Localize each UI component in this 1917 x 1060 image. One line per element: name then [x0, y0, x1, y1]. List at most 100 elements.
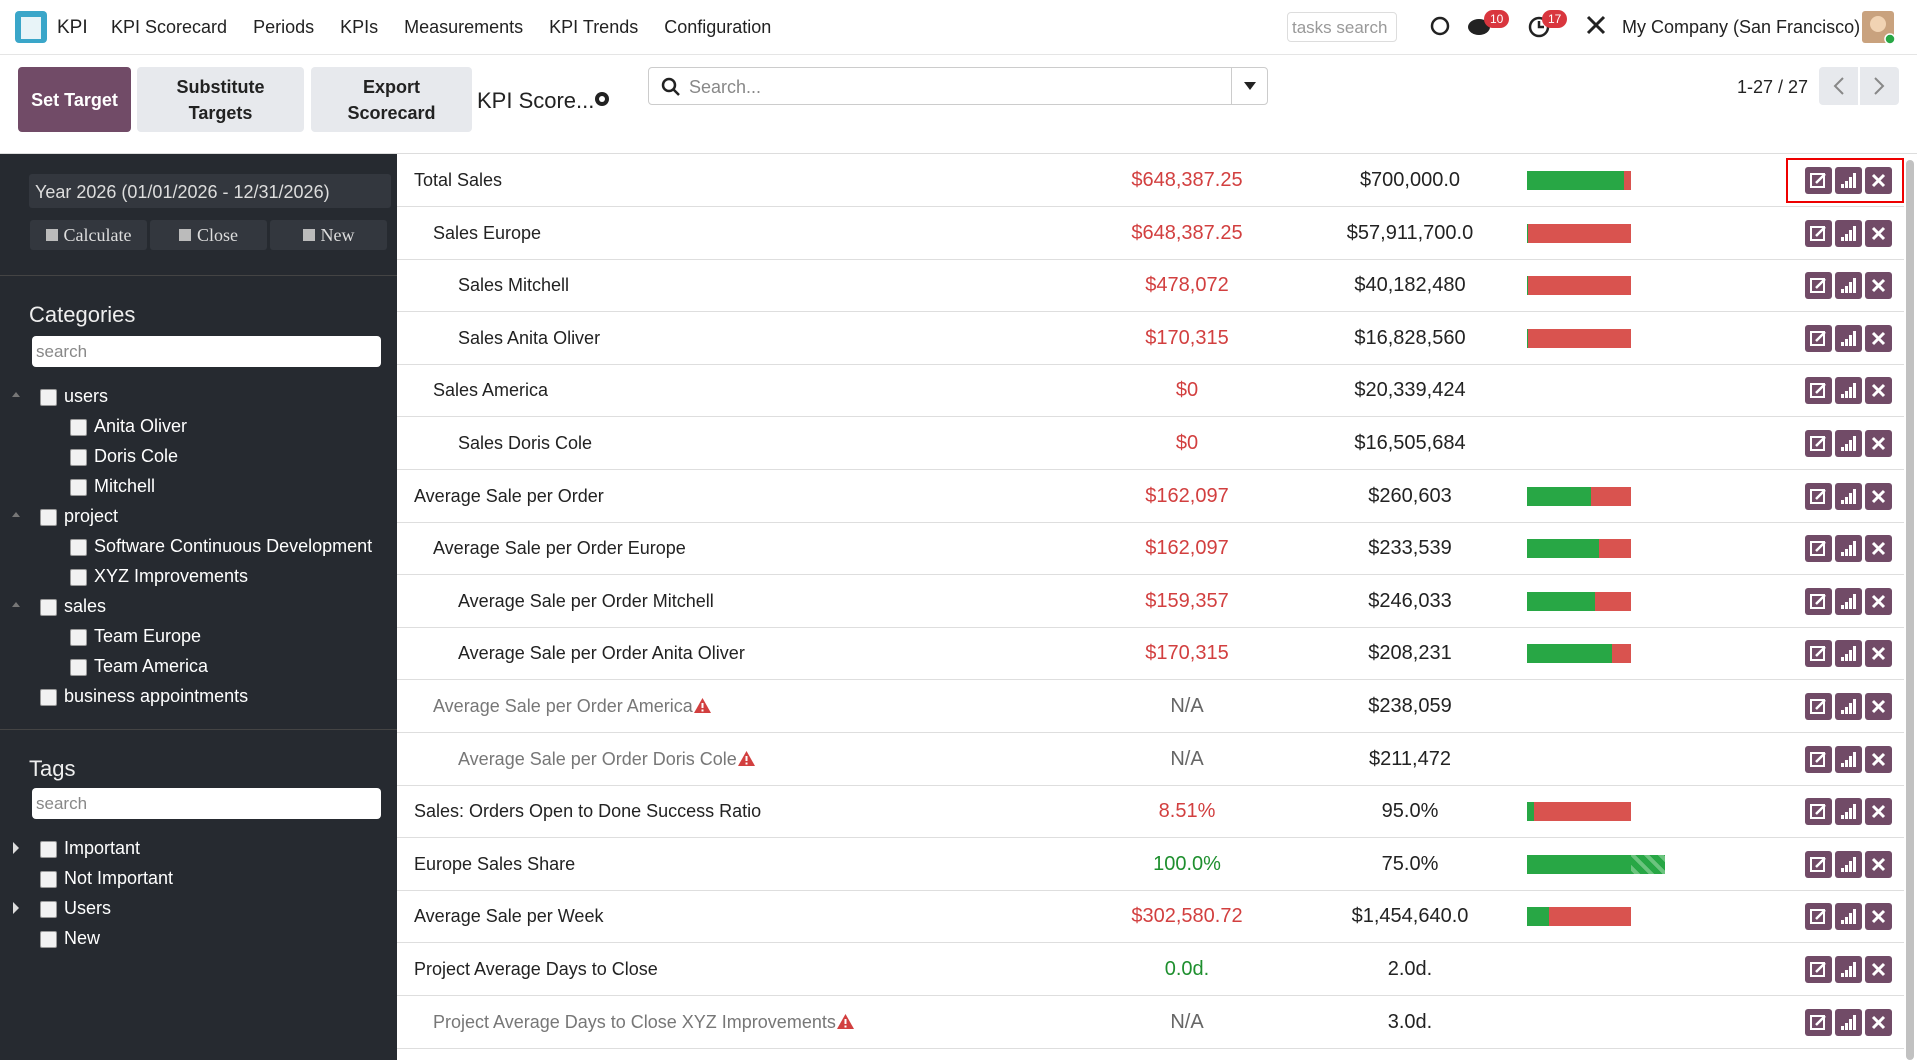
chart-button[interactable] [1835, 167, 1862, 194]
delete-button[interactable] [1865, 693, 1892, 720]
tree-caret[interactable] [13, 902, 19, 914]
menu-item[interactable]: Measurements [404, 17, 524, 37]
chart-button[interactable] [1835, 903, 1862, 931]
delete-button[interactable] [1865, 640, 1892, 668]
menu-item[interactable]: KPI Trends [549, 17, 639, 37]
tags-search[interactable]: search [32, 788, 381, 819]
delete-button[interactable] [1865, 430, 1892, 457]
kpi-name[interactable]: Average Sale per Week [414, 906, 604, 927]
edit-button[interactable] [1805, 903, 1832, 931]
kpi-name[interactable]: Average Sale per Order [414, 485, 604, 506]
delete-button[interactable] [1865, 219, 1892, 247]
edit-button[interactable] [1805, 535, 1832, 563]
checkbox[interactable] [40, 599, 57, 616]
delete-button[interactable] [1865, 272, 1892, 300]
chart-button[interactable] [1835, 798, 1862, 826]
edit-button[interactable] [1805, 587, 1832, 615]
delete-button[interactable] [1865, 745, 1892, 773]
chart-button[interactable] [1835, 587, 1862, 615]
delete-button[interactable] [1865, 1008, 1892, 1036]
next-button[interactable] [1860, 67, 1899, 105]
avatar[interactable] [1862, 11, 1896, 45]
chart-button[interactable] [1835, 693, 1862, 720]
edit-button[interactable] [1805, 324, 1832, 352]
chart-button[interactable] [1835, 430, 1862, 457]
search-box[interactable]: Search... [648, 67, 1268, 105]
sidebar-action[interactable]: New [270, 220, 387, 250]
delete-button[interactable] [1865, 587, 1892, 615]
menu-item[interactable]: Configuration [664, 17, 772, 37]
kpi-name[interactable]: Project Average Days to Close [414, 959, 658, 979]
kpi-name[interactable]: Project Average Days to Close XYZ Improv… [433, 1012, 855, 1033]
chart-button[interactable] [1835, 745, 1862, 773]
checkbox[interactable] [40, 689, 57, 706]
chart-button[interactable] [1835, 482, 1862, 510]
kpi-name[interactable]: Sales Mitchell [458, 275, 570, 296]
tasks-search[interactable]: tasks search [1287, 12, 1397, 42]
kpi-name[interactable]: Average Sale per Order Doris Cole [458, 749, 756, 770]
tools-icon[interactable] [1585, 14, 1607, 36]
tree-caret[interactable] [12, 392, 20, 397]
edit-button[interactable] [1805, 430, 1832, 457]
delete-button[interactable] [1865, 167, 1892, 194]
menu-item[interactable]: KPIs [340, 17, 379, 37]
chart-button[interactable] [1835, 377, 1862, 405]
edit-button[interactable] [1805, 850, 1832, 878]
edit-button[interactable] [1805, 640, 1832, 668]
delete-button[interactable] [1865, 850, 1892, 878]
kpi-name[interactable]: Sales: Orders Open to Done Success Ratio [414, 801, 762, 822]
kpi-name[interactable]: Average Sale per Order Anita Oliver [458, 643, 745, 664]
checkbox[interactable] [40, 389, 57, 406]
checkbox[interactable] [40, 509, 57, 526]
checkbox[interactable] [70, 539, 87, 556]
delete-button[interactable] [1865, 535, 1892, 563]
checkbox[interactable] [40, 871, 57, 888]
app-name[interactable]: KPI [57, 17, 88, 38]
tree-caret[interactable] [12, 512, 20, 517]
kpi-name[interactable]: Sales Anita Oliver [458, 327, 601, 348]
chart-button[interactable] [1835, 324, 1862, 352]
checkbox[interactable] [70, 479, 87, 496]
gear-icon[interactable] [593, 90, 611, 108]
checkbox[interactable] [40, 841, 57, 858]
kpi-name[interactable]: Total Sales [414, 170, 503, 190]
kpi-name[interactable]: Sales Doris Cole [458, 433, 593, 453]
chart-button[interactable] [1835, 219, 1862, 247]
edit-button[interactable] [1805, 798, 1832, 826]
delete-button[interactable] [1865, 903, 1892, 931]
discuss-icon[interactable] [1428, 14, 1452, 38]
menu-item[interactable]: KPI Scorecard [111, 17, 228, 37]
chart-button[interactable] [1835, 640, 1862, 668]
edit-button[interactable] [1805, 219, 1832, 247]
delete-button[interactable] [1865, 482, 1892, 510]
prev-button[interactable] [1819, 67, 1858, 105]
tree-caret[interactable] [13, 842, 19, 854]
delete-button[interactable] [1865, 324, 1892, 352]
edit-button[interactable] [1805, 1008, 1832, 1036]
checkbox[interactable] [70, 419, 87, 436]
tree-caret[interactable] [12, 602, 20, 607]
edit-button[interactable] [1805, 272, 1832, 300]
checkbox[interactable] [40, 931, 57, 948]
set-target-button[interactable]: Set Target [18, 67, 131, 132]
menu-item[interactable]: Periods [253, 17, 315, 37]
delete-button[interactable] [1865, 798, 1892, 826]
checkbox[interactable] [70, 449, 87, 466]
chart-button[interactable] [1835, 535, 1862, 563]
checkbox[interactable] [70, 569, 87, 586]
kpi-name[interactable]: Sales Europe [433, 222, 542, 243]
kpi-name[interactable]: Average Sale per Order Europe [433, 538, 686, 559]
chart-button[interactable] [1835, 956, 1862, 983]
kpi-name[interactable]: Average Sale per Order Mitchell [458, 590, 714, 611]
categories-search[interactable]: search [32, 336, 381, 367]
sidebar-action[interactable]: Calculate [30, 220, 147, 250]
kpi-name[interactable]: Sales America [433, 380, 549, 401]
checkbox[interactable] [40, 901, 57, 918]
chart-button[interactable] [1835, 272, 1862, 300]
sidebar-action[interactable]: Close [150, 220, 267, 250]
edit-button[interactable] [1805, 745, 1832, 773]
chart-button[interactable] [1835, 1008, 1862, 1036]
edit-button[interactable] [1805, 167, 1832, 194]
company[interactable]: My Company (San Francisco) [1622, 17, 1861, 37]
kpi-name[interactable]: Europe Sales Share [414, 853, 576, 874]
